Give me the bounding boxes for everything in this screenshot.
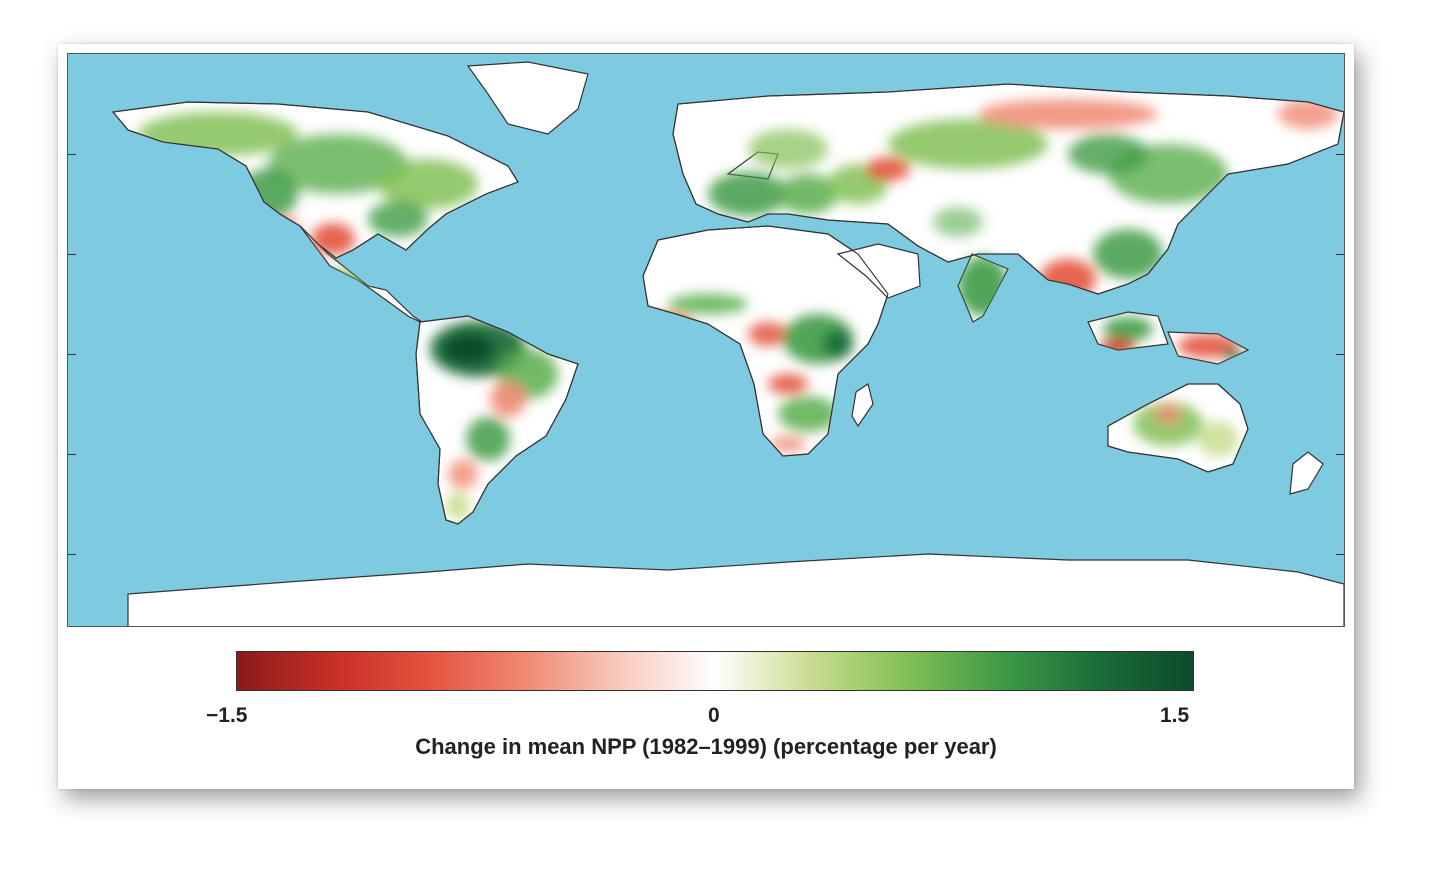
lat-tick (68, 554, 76, 555)
lat-tick (1336, 254, 1344, 255)
figure-card: −1.5 0 1.5 Change in mean NPP (1982–1999… (58, 44, 1354, 789)
colorbar-mid-label: 0 (708, 704, 720, 727)
world-map-svg (68, 54, 1344, 626)
lat-tick (1336, 354, 1344, 355)
new-zealand (1289, 451, 1324, 495)
lat-tick (68, 454, 76, 455)
lat-tick (1336, 154, 1344, 155)
colorbar-title: Change in mean NPP (1982–1999) (percenta… (415, 734, 997, 759)
colorbar-max-label: 1.5 (1160, 704, 1190, 727)
lat-tick (68, 354, 76, 355)
lat-tick (1336, 454, 1344, 455)
madagascar (851, 383, 874, 428)
lat-tick (68, 254, 76, 255)
arabia (836, 243, 921, 299)
colorbar (236, 651, 1194, 691)
greenland (466, 61, 589, 135)
antarctica (127, 553, 1344, 626)
coastlines (111, 83, 1344, 525)
npp-change-layer (138, 62, 1338, 520)
colorbar-min-label: −1.5 (206, 704, 248, 727)
lat-tick (1336, 554, 1344, 555)
lat-tick (68, 154, 76, 155)
world-map (67, 53, 1345, 627)
